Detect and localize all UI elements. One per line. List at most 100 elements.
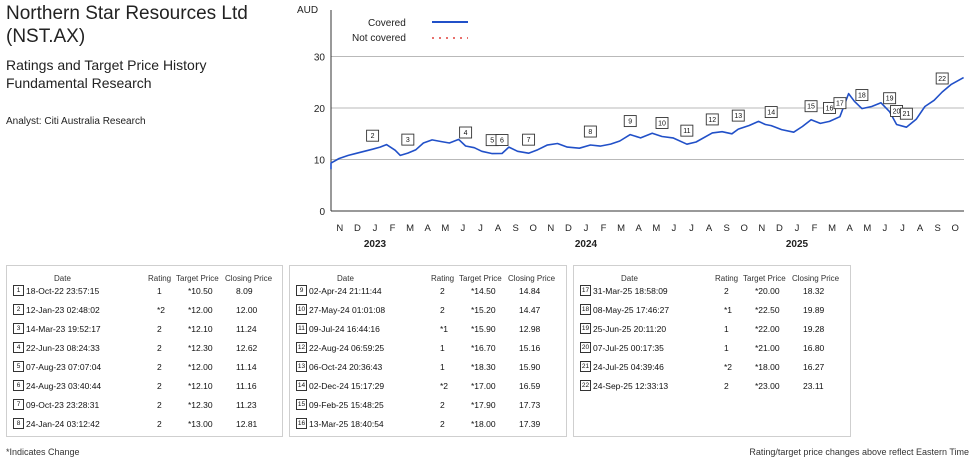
- y-tick-label: 0: [319, 207, 325, 218]
- rating-marker-box: [899, 107, 913, 120]
- row-closing-price: 16.80: [803, 343, 825, 353]
- x-tick-label: N: [336, 223, 343, 234]
- row-target-price: *22.00: [755, 324, 780, 334]
- table-row: 3 14-Mar-23 19:52:17 2 *12.10 11.24: [7, 321, 282, 337]
- row-number: 14: [296, 380, 307, 391]
- row-rating: *2: [157, 305, 166, 315]
- rating-marker-box: [583, 125, 597, 138]
- row-number: 7: [13, 399, 24, 410]
- row-date: 22-Jun-23 08:24:33: [26, 343, 100, 353]
- row-closing-price: 11.16: [236, 381, 257, 391]
- row-target-price: *20.00: [755, 286, 780, 296]
- rating-marker-label: 16: [826, 105, 834, 112]
- rating-marker-box: [401, 133, 415, 146]
- row-number: 9: [296, 285, 307, 296]
- row-target-price: *13.00: [188, 419, 213, 429]
- table-row: 4 22-Jun-23 08:24:33 2 *12.30 12.62: [7, 340, 282, 356]
- rating-marker-box: [833, 97, 847, 110]
- rating-marker-box: [655, 117, 669, 129]
- rating-marker-label: 17: [836, 101, 844, 108]
- x-tick-label: J: [883, 223, 888, 234]
- x-tick-label: D: [565, 223, 572, 234]
- header-closing-price: Closing Price: [792, 274, 840, 283]
- table-row: 1 18-Oct-22 23:57:15 1 *10.50 8.09: [7, 283, 282, 299]
- row-target-price: *16.70: [471, 343, 496, 353]
- year-label: 2024: [575, 239, 598, 250]
- y-tick-label: 30: [314, 53, 326, 64]
- row-number: 16: [296, 418, 307, 429]
- row-date: 24-Aug-23 03:40:44: [26, 381, 102, 391]
- row-rating: 2: [440, 286, 445, 296]
- x-tick-label: A: [917, 223, 924, 234]
- row-closing-price: 19.28: [803, 324, 825, 334]
- row-date: 24-Jan-24 03:12:42: [26, 419, 100, 429]
- row-closing-price: 14.47: [519, 305, 541, 315]
- row-closing-price: 17.73: [519, 400, 541, 410]
- rating-marker-box: [804, 100, 818, 113]
- row-date: 24-Jul-25 04:39:46: [593, 362, 664, 372]
- row-closing-price: 14.84: [519, 286, 541, 296]
- row-date: 13-Mar-25 18:40:54: [309, 419, 384, 429]
- rating-marker-label: 21: [902, 111, 910, 118]
- y-axis-label: AUD: [297, 5, 318, 16]
- table-row: 14 02-Dec-24 15:17:29 *2 *17.00 16.59: [290, 378, 566, 394]
- row-number: 10: [296, 304, 307, 315]
- table-row: 22 24-Sep-25 12:33:13 2 *23.00 23.11: [574, 378, 850, 394]
- rating-marker-box: [935, 72, 949, 85]
- y-tick-label: 20: [314, 104, 326, 115]
- header-rating: Rating: [431, 274, 455, 283]
- rating-marker-box: [680, 124, 694, 137]
- header-date: Date: [337, 274, 354, 283]
- row-closing-price: 15.16: [519, 343, 541, 353]
- rating-marker-label: 19: [886, 96, 894, 103]
- row-target-price: *12.00: [188, 362, 213, 372]
- x-tick-label: F: [601, 223, 607, 234]
- x-tick-label: M: [617, 223, 625, 234]
- row-closing-price: 12.62: [236, 343, 258, 353]
- rating-marker-label: 8: [588, 129, 592, 136]
- table-row: 2 12-Jan-23 02:48:02 *2 *12.00 12.00: [7, 302, 282, 318]
- row-date: 12-Jan-23 02:48:02: [26, 305, 100, 315]
- row-date: 07-Jul-25 00:17:35: [593, 343, 664, 353]
- x-tick-label: J: [461, 223, 466, 234]
- row-rating: 2: [157, 400, 162, 410]
- row-closing-price: 16.27: [803, 362, 825, 372]
- row-closing-price: 18.32: [803, 286, 825, 296]
- x-tick-label: O: [530, 223, 537, 234]
- table-row: 8 24-Jan-24 03:12:42 2 *13.00 12.81: [7, 416, 282, 432]
- row-date: 22-Aug-24 06:59:25: [309, 343, 385, 353]
- rating-marker-box: [366, 129, 380, 142]
- row-closing-price: 8.09: [236, 286, 253, 296]
- company-title: Northern Star Resources Ltd (NST.AX): [6, 2, 248, 48]
- row-number: 12: [296, 342, 307, 353]
- row-number: 22: [580, 380, 591, 391]
- chart-subtitle: Ratings and Target Price History Fundame…: [6, 56, 207, 92]
- row-target-price: *17.00: [471, 381, 496, 391]
- header-target-price: Target Price: [459, 274, 502, 283]
- rating-marker-box: [495, 134, 509, 146]
- header-target-price: Target Price: [176, 274, 219, 283]
- x-tick-label: D: [776, 223, 783, 234]
- x-tick-label: O: [952, 223, 959, 234]
- row-target-price: *12.30: [188, 343, 213, 353]
- x-tick-label: M: [652, 223, 660, 234]
- row-target-price: *15.20: [471, 305, 496, 315]
- x-tick-label: N: [547, 223, 554, 234]
- row-closing-price: 23.11: [803, 381, 824, 391]
- row-number: 18: [580, 304, 591, 315]
- row-rating: 1: [440, 343, 445, 353]
- x-tick-label: D: [354, 223, 361, 234]
- table-row: 16 13-Mar-25 18:40:54 2 *18.00 17.39: [290, 416, 566, 432]
- rating-marker-box: [705, 113, 719, 126]
- row-number: 3: [13, 323, 24, 334]
- y-tick-label: 10: [314, 156, 326, 167]
- row-closing-price: 12.81: [236, 419, 258, 429]
- row-date: 09-Jul-24 16:44:16: [309, 324, 380, 334]
- rating-marker-label: 13: [734, 113, 742, 120]
- row-rating: *2: [724, 362, 733, 372]
- table-row: 13 06-Oct-24 20:36:43 1 *18.30 15.90: [290, 359, 566, 375]
- row-number: 6: [13, 380, 24, 391]
- x-tick-label: M: [828, 223, 836, 234]
- rating-marker-label: 14: [767, 110, 775, 117]
- rating-marker-label: 6: [500, 138, 504, 145]
